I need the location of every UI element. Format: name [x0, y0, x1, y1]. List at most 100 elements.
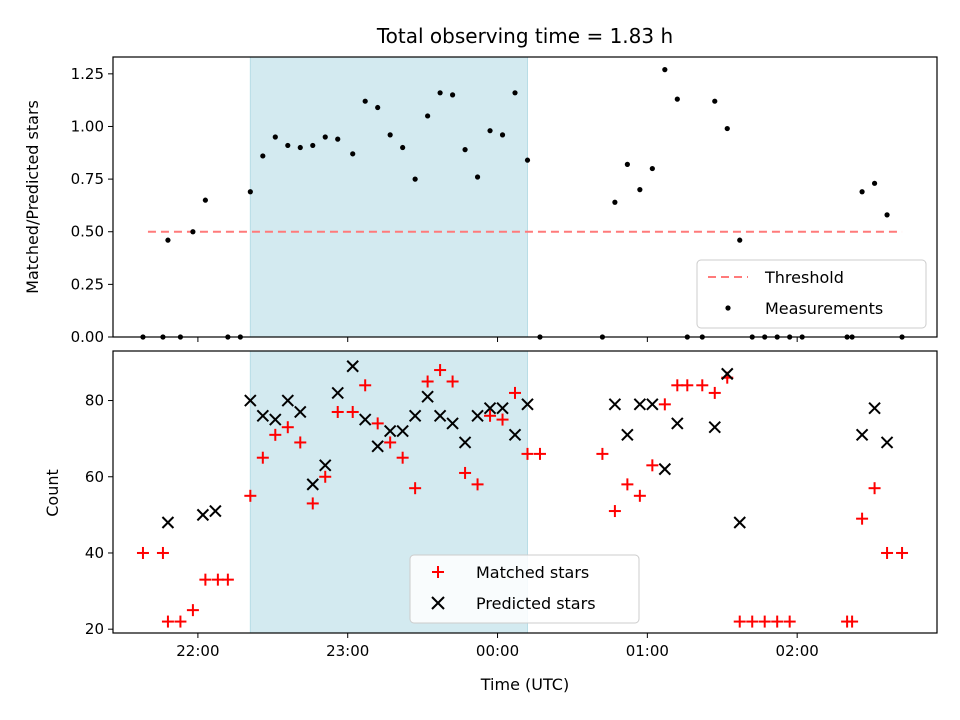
predicted-star-point [671, 417, 684, 430]
matched-star-point [881, 546, 894, 559]
measurement-point [272, 134, 278, 140]
matched-star-point [696, 379, 709, 392]
top-legend-box [696, 259, 927, 329]
top-y-tick-label: 0.00 [71, 328, 104, 346]
legend-threshold-label: Threshold [764, 268, 844, 287]
top-y-tick-label: 0.75 [71, 170, 104, 188]
measurement-point [260, 153, 266, 159]
matched-star-point [396, 451, 409, 464]
predicted-star-point [383, 424, 397, 438]
measurement-point [499, 132, 506, 138]
predicted-star-point [880, 436, 894, 449]
predicted-star-point [721, 367, 734, 381]
matched-star-point [174, 615, 187, 628]
measurement-point [487, 128, 493, 134]
matched-star-point [446, 375, 459, 388]
measurement-point [322, 134, 328, 140]
matched-star-point [868, 482, 881, 495]
measurement-point [724, 125, 730, 132]
matched-star-point [384, 436, 397, 449]
legend-matched-swatch [432, 566, 444, 578]
matched-star-point [346, 405, 359, 418]
matched-star-point [331, 405, 344, 418]
top-axes-frame [112, 56, 938, 338]
measurement-point [310, 142, 316, 149]
matched-star-point [783, 615, 796, 628]
measurement-point [624, 161, 630, 167]
predicted-star-point [269, 413, 282, 426]
bottom-axes-frame [112, 350, 938, 634]
legend-measurements-swatch [725, 305, 731, 311]
bottom-axis-ticks: 20 40 60 80 22:00 23:00 00:00 01:00 02:00 [85, 392, 819, 660]
measurement-point [649, 165, 655, 172]
predicted-star-point [396, 424, 409, 438]
matched-star-point [896, 546, 909, 559]
matched-star-point [371, 417, 384, 430]
measurement-point [524, 157, 531, 163]
predicted-star-point [508, 428, 522, 442]
matched-star-point [409, 482, 422, 495]
chart-title: Total observing time = 1.83 h [376, 24, 673, 48]
measurement-point [449, 92, 456, 98]
predicted-star-point [331, 386, 344, 400]
bottom-legend: Matched stars Predicted stars [409, 554, 640, 624]
measurement-point [512, 90, 518, 96]
measurement-point [674, 96, 680, 102]
measurement-point [202, 197, 208, 203]
matched-star-point [771, 615, 784, 628]
matched-star-point [471, 478, 484, 491]
x-tick-label: 02:00 [776, 642, 819, 660]
matched-star-point [596, 447, 609, 460]
measurement-point [400, 144, 406, 151]
x-tick-label: 00:00 [476, 642, 519, 660]
measurement-point [437, 90, 443, 96]
top-y-tick-label: 1.00 [71, 117, 104, 135]
predicted-star-point [358, 413, 372, 426]
predicted-star-point [868, 401, 881, 415]
predicted-star-point [471, 409, 484, 422]
predicted-star-point [371, 440, 384, 453]
predicted-star-point [496, 401, 509, 415]
matched-star-point [509, 386, 522, 399]
matched-star-point [199, 573, 212, 586]
x-axis-label: Time (UTC) [480, 675, 569, 694]
predicted-star-point [483, 401, 497, 415]
measurement-point [712, 98, 718, 104]
bottom-y-tick-label: 40 [85, 544, 104, 562]
legend-predicted-swatch [431, 596, 445, 610]
predicted-star-point [521, 398, 534, 411]
predicted-star-point [244, 394, 257, 407]
matched-star-point [294, 436, 307, 449]
predicted-star-point [733, 516, 746, 529]
matched-star-point [658, 398, 671, 411]
matched-star-point [633, 489, 646, 502]
matched-star-point [269, 428, 282, 441]
predicted-star-point [458, 436, 472, 449]
predicted-star-point [306, 478, 319, 491]
predicted-star-point [209, 504, 222, 518]
x-tick-label: 22:00 [176, 642, 219, 660]
measurement-point [335, 136, 341, 142]
measurement-point [285, 142, 291, 149]
measurement-point [462, 147, 468, 153]
bottom-y-tick-label: 20 [85, 620, 104, 638]
measurement-point [362, 98, 368, 104]
matched-star-point [521, 447, 534, 460]
predicted-star-point [294, 405, 307, 419]
measurement-point [871, 180, 878, 186]
measurement-point [737, 237, 743, 243]
bottom-y-tick-label: 60 [85, 468, 104, 486]
measurement-point [662, 67, 668, 73]
matched-star-point [608, 505, 621, 518]
predicted-star-point [319, 459, 332, 472]
matched-star-point [681, 379, 694, 392]
matched-star-point [136, 546, 149, 559]
measurement-point [247, 189, 253, 195]
predicted-star-point [446, 417, 459, 430]
top-observing-window-shade [249, 56, 528, 338]
predicted-star-point [658, 462, 672, 476]
count-points [136, 360, 909, 628]
predicted-star-point [608, 398, 622, 411]
bottom-y-axis-label: Count [43, 469, 62, 517]
measurement-point [190, 229, 196, 235]
